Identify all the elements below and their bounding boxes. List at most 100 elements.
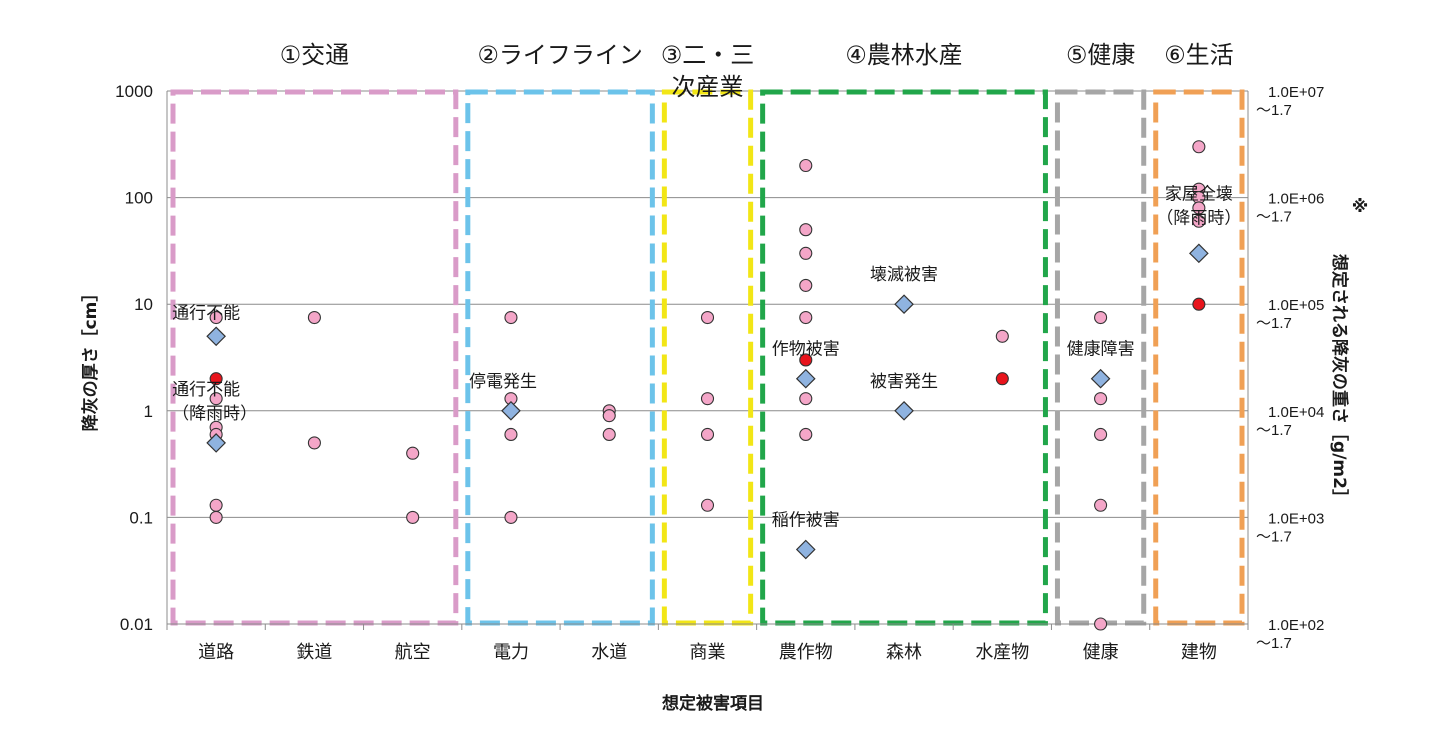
data-point-circle <box>799 353 813 367</box>
y-tick-label: 1 <box>144 402 153 421</box>
annotation-label: 家屋全壊 <box>1165 184 1233 204</box>
group-title: ②ライフライン <box>477 41 643 69</box>
data-point-circle <box>1192 214 1206 228</box>
x-tick-label: 建物 <box>1181 642 1217 663</box>
data-point-circle <box>799 246 813 260</box>
y-axis-title: 降灰の厚さ［cm］ <box>80 285 101 432</box>
annotation-label-2: （降雨時） <box>1156 208 1241 228</box>
data-point-circle <box>1192 297 1206 311</box>
data-point-circle <box>209 498 223 512</box>
y2-tick-sub-label: ～1.7 <box>1256 422 1292 439</box>
y2-tick-label: 1.0E+07 <box>1268 84 1324 101</box>
data-point-circle <box>209 510 223 524</box>
annotation-label-2: （降雨時） <box>172 404 257 424</box>
data-point-circle <box>1094 617 1108 631</box>
data-point-circle <box>406 446 420 460</box>
annotation-label: 停電発生 <box>469 372 537 392</box>
data-point-diamond <box>1189 243 1209 264</box>
data-point-diamond <box>894 294 914 315</box>
data-point-circle <box>995 329 1009 343</box>
data-point-circle <box>602 427 616 441</box>
axes: 0.01 1.0E+02～1.70.1 1.0E+03～1.71 1.0E+04～1.… <box>115 82 1324 663</box>
y2-axis-mark: ※ <box>1352 197 1369 217</box>
data-point-circle <box>700 498 715 512</box>
annotation-label: 通行不能 <box>172 303 240 323</box>
y-tick-label: 100 <box>125 189 153 208</box>
x-tick-label: 健康 <box>1083 642 1119 663</box>
data-point-circle <box>799 223 813 237</box>
data-point-diamond <box>795 368 816 389</box>
y2-tick-label: 1.0E+05 <box>1268 297 1324 314</box>
group-box <box>1153 89 1245 626</box>
y2-axis-title: 想定される降灰の重さ［g/m2］ <box>1329 254 1350 506</box>
x-tick-label: 森林 <box>886 642 922 663</box>
data-point-diamond <box>1090 368 1111 389</box>
annotation-label: 通行不能 <box>172 380 240 400</box>
data-point-circle <box>307 436 321 450</box>
x-axis-title: 想定被害項目 <box>662 693 764 714</box>
data-point-circle <box>209 372 223 386</box>
y2-tick-sub-label: ～1.7 <box>1256 635 1292 652</box>
y-tick-label: 1000 <box>115 82 153 101</box>
data-point-circle <box>209 310 223 325</box>
y-tick-label: 0.1 <box>129 508 153 527</box>
x-tick-label: 鉄道 <box>296 642 332 663</box>
data-point-circle <box>209 392 223 406</box>
annotation-label: 稲作被害 <box>772 510 840 530</box>
y2-tick-sub-label: ～1.7 <box>1256 528 1292 545</box>
data-point-diamond <box>795 539 816 560</box>
data-point-circle <box>995 372 1009 386</box>
y2-tick-label: 1.0E+03 <box>1268 510 1324 527</box>
group-title: ⑤健康 <box>1066 41 1136 69</box>
group-title-line: 次産業 <box>672 73 744 101</box>
y2-tick-label: 1.0E+04 <box>1268 404 1324 421</box>
x-tick-label: 水道 <box>591 642 627 663</box>
data-point-circle <box>1094 498 1108 512</box>
y2-tick-sub-label: ～1.7 <box>1256 209 1292 226</box>
group-box <box>760 89 1048 626</box>
y2-tick-label: 1.0E+06 <box>1268 191 1324 208</box>
data-points <box>206 140 1209 631</box>
data-point-circle <box>504 510 518 524</box>
group-title: ④農林水産 <box>845 41 963 69</box>
x-tick-label: 農作物 <box>779 642 833 663</box>
group-box <box>661 89 754 626</box>
y2-tick-label: 1.0E+02 <box>1268 617 1324 634</box>
x-tick-label: 商業 <box>690 642 726 663</box>
group-boxes: ①交通 ②ライフライン ③二・三次産業 ④農林水産 ⑤健康 ⑥生活 <box>170 41 1245 626</box>
x-tick-label: 航空 <box>395 642 431 663</box>
data-point-circle <box>504 310 518 325</box>
data-point-circle <box>799 310 813 325</box>
x-tick-label: 水産物 <box>975 642 1029 663</box>
group-box <box>170 89 459 626</box>
y-tick-label: 0.01 <box>120 615 153 634</box>
data-point-circle <box>799 158 813 173</box>
x-tick-label: 道路 <box>198 642 234 663</box>
data-point-circle <box>799 427 813 441</box>
group-title-line: ③二・三 <box>661 41 755 69</box>
group-title: ③二・三次産業 <box>661 41 755 101</box>
y-tick-label: 10 <box>134 295 153 314</box>
data-point-circle <box>700 392 715 406</box>
data-point-circle <box>1094 310 1108 325</box>
y2-tick-sub-label: ～1.7 <box>1256 102 1292 119</box>
data-point-circle <box>1094 392 1108 406</box>
data-point-circle <box>406 510 420 524</box>
group-title: ①交通 <box>280 41 350 69</box>
data-point-circle <box>700 427 715 441</box>
data-point-circle <box>799 278 813 292</box>
group-title: ⑥生活 <box>1164 41 1234 69</box>
x-tick-label: 電力 <box>493 642 529 663</box>
data-point-diamond <box>501 400 521 421</box>
data-point-circle <box>1192 140 1206 154</box>
annotation-label: 健康障害 <box>1067 340 1135 360</box>
data-point-circle <box>602 409 616 423</box>
data-point-diamond <box>206 433 226 453</box>
data-point-circle <box>1192 201 1206 215</box>
y2-tick-sub-label: ～1.7 <box>1256 315 1292 332</box>
data-point-circle <box>504 427 518 441</box>
group-box <box>465 89 655 626</box>
data-point-circle <box>307 310 321 325</box>
